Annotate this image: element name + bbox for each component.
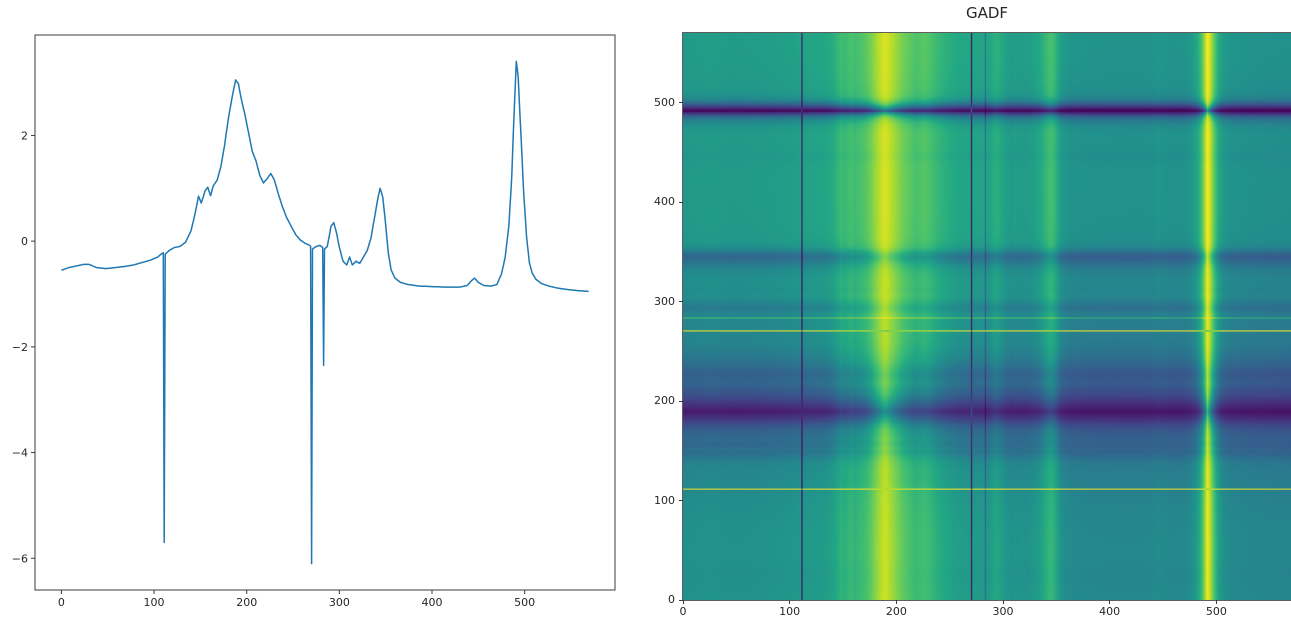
y-tick-label: −6 <box>12 552 28 565</box>
y-tick-mark <box>679 400 683 402</box>
y-tick-mark <box>679 500 683 502</box>
x-tick-label: 300 <box>329 596 350 609</box>
y-tick-label: 0 <box>668 593 675 606</box>
x-tick-label: 0 <box>679 605 687 618</box>
y-tick-label: −4 <box>12 447 28 460</box>
x-tick-label: 100 <box>144 596 165 609</box>
y-tick-label: 500 <box>654 95 675 109</box>
y-tick-label: −2 <box>12 341 28 354</box>
y-tick-label: 200 <box>654 394 675 408</box>
x-tick-label: 400 <box>1099 605 1121 618</box>
y-tick-mark <box>679 301 683 303</box>
gadf-heatmap-image <box>682 32 1291 601</box>
x-tick-label: 200 <box>236 596 257 609</box>
x-tick-label: 500 <box>1205 605 1227 618</box>
axes-spines <box>34 34 616 591</box>
x-tick-mark <box>682 600 684 604</box>
y-tick-label: 400 <box>654 195 675 209</box>
x-tick-label: 200 <box>885 605 907 618</box>
x-tick-label: 500 <box>514 596 535 609</box>
x-tick-label: 0 <box>58 596 65 609</box>
x-tick-mark <box>895 600 897 604</box>
x-tick-mark <box>1109 600 1111 604</box>
x-tick-label: 400 <box>422 596 443 609</box>
y-tick-label: 300 <box>654 294 675 308</box>
y-tick-mark <box>679 599 683 601</box>
heatmap-title: GADF <box>965 4 1009 22</box>
y-tick-label: 0 <box>21 235 28 248</box>
x-tick-label: 300 <box>992 605 1014 618</box>
y-tick-label: 100 <box>654 493 675 507</box>
gadf-heatmap-panel: GADF 0 100 200 300 400 500 0 100 200 300 400 500 <box>654 0 1291 643</box>
x-tick-mark <box>1002 600 1004 604</box>
x-tick-mark <box>1215 600 1217 604</box>
signal-line <box>61 60 589 565</box>
line-plot-panel: 0 100 200 300 400 500 −6 −4 −2 0 2 <box>12 34 616 609</box>
y-tick-label: 2 <box>21 129 28 142</box>
line-chart: 0 100 200 300 400 500 −6 −4 −2 0 2 <box>12 34 616 609</box>
y-tick-mark <box>679 102 683 104</box>
y-tick-mark <box>679 201 683 203</box>
x-tick-label: 100 <box>779 605 801 618</box>
x-tick-mark <box>789 600 791 604</box>
